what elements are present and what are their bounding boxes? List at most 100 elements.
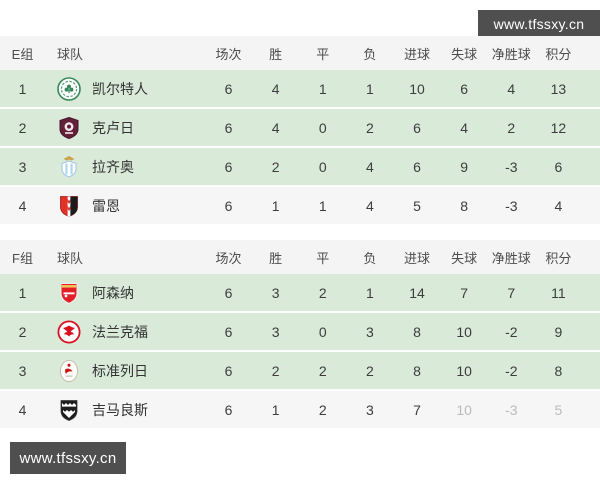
stat-cell: 3 [366,323,374,340]
stat-cell: 7 [413,401,421,418]
stat-cell: 3 [271,284,280,301]
column-header: 积分 [545,46,572,62]
team-cell: 阿森纳 [45,281,205,305]
column-header: 负 [363,46,377,62]
stat-cell: 4 [554,197,563,214]
table-row[interactable]: 1 凯尔特人 6 4 1 1 10 6 4 13 [0,70,600,109]
rank-cell: 4 [18,197,27,214]
stat-cell: 8 [460,197,469,214]
team-name: 凯尔特人 [92,80,148,97]
column-header: 场次 [215,46,242,62]
stat-cell: 2 [271,158,280,175]
column-header: 胜 [269,46,283,62]
arsenal-badge-icon [57,281,81,305]
table-row[interactable]: 2 克卢日 6 4 0 2 6 4 2 12 [0,109,600,148]
stat-cell: 1 [271,401,280,418]
stat-cell: 8 [413,362,421,379]
stat-cell: 7 [507,284,516,301]
stat-cell: 1 [271,197,280,214]
table-row[interactable]: 4 吉马良斯 6 1 2 3 7 10 -3 5 [0,391,600,430]
rank-cell: 4 [18,401,27,418]
stat-cell: 11 [551,284,566,301]
column-header: 胜 [269,250,283,266]
stat-cell: 8 [413,323,421,340]
stat-cell: 5 [413,197,421,214]
stat-cell: 3 [271,323,280,340]
stat-cell: 2 [271,362,280,379]
team-cell: 标准列日 [45,359,205,383]
stat-cell: 13 [550,80,567,97]
team-name: 法兰克福 [92,323,148,340]
lazio-badge-icon [57,155,81,179]
stat-cell: 4 [460,119,469,136]
table-header-row: F组 球队 场次 胜 平 负 进球 失球 净胜球 积分 [0,240,600,274]
guimaraes-badge-icon [57,398,81,422]
stat-cell: 6 [224,362,233,379]
group-label: E组 [11,46,34,62]
rank-cell: 2 [18,323,27,340]
table-body: 1 凯尔特人 6 4 1 1 10 6 4 13 2 克卢日 6 4 0 2 6 4 2 12 3 拉 [0,70,600,226]
stat-cell: 10 [409,80,425,97]
stat-cell: 6 [224,80,233,97]
stat-cell: -3 [505,158,518,175]
rennes-badge-icon [57,194,81,218]
table-header-row: E组 球队 场次 胜 平 负 进球 失球 净胜球 积分 [0,36,600,70]
stat-cell: 5 [554,401,563,418]
team-cell: 克卢日 [45,116,205,140]
stat-cell: 12 [550,119,567,136]
stat-cell: 9 [460,158,469,175]
stat-cell: 0 [318,119,327,136]
table-row[interactable]: 3 拉齐奥 6 2 0 4 6 9 -3 6 [0,148,600,187]
stat-cell: 8 [554,362,563,379]
stat-cell: 6 [224,323,233,340]
table-row[interactable]: 2 法兰克福 6 3 0 3 8 10 -2 9 [0,313,600,352]
watermark-banner-top: www.tfssxy.cn [478,10,600,38]
rank-cell: 2 [18,119,27,136]
column-header-team: 球队 [57,250,84,266]
cluj-badge-icon [57,116,81,140]
stat-cell: 10 [456,323,472,340]
celtic-badge-icon [57,76,81,101]
stat-cell: 6 [460,80,469,97]
column-header-team: 球队 [57,46,84,62]
stat-cell: 0 [318,158,327,175]
stat-cell: -3 [505,197,518,214]
column-header: 失球 [451,250,478,266]
team-name: 吉马良斯 [92,401,148,418]
team-cell: 拉齐奥 [45,155,205,179]
stat-cell: 6 [224,284,233,301]
stat-cell: 4 [366,158,374,175]
table-row[interactable]: 4 雷恩 6 1 1 4 5 8 -3 4 [0,187,600,226]
stat-cell: 6 [413,158,421,175]
stat-cell: 4 [507,80,516,97]
rank-cell: 3 [18,362,27,379]
stat-cell: 2 [318,362,327,379]
team-cell: 法兰克福 [45,319,205,344]
stat-cell: 6 [224,197,233,214]
team-name: 雷恩 [92,197,120,214]
stat-cell: 6 [413,119,421,136]
stat-cell: 1 [318,80,327,97]
column-header: 进球 [404,250,431,266]
table-row[interactable]: 1 阿森纳 6 3 2 1 14 7 7 11 [0,274,600,313]
group-tables: E组 球队 场次胜平负进球 失球 净胜球 积分 1 凯尔特人 6 4 1 1 10 6 4 13 2… [0,36,600,430]
stat-cell: -2 [505,362,518,379]
team-name: 阿森纳 [92,284,134,301]
stat-cell: 1 [366,284,374,301]
column-header: 负 [363,250,377,266]
column-header: 场次 [215,250,242,266]
stat-cell: 10 [456,362,472,379]
stat-cell: 2 [366,362,374,379]
column-header: 失球 [451,46,478,62]
stat-cell: 4 [366,197,374,214]
team-cell: 吉马良斯 [45,398,205,422]
stat-cell: 2 [507,119,516,136]
stat-cell: 4 [271,80,280,97]
team-name: 拉齐奥 [92,158,134,175]
stat-cell: 9 [554,323,563,340]
stat-cell: -3 [505,401,518,418]
table-row[interactable]: 3 标准列日 6 2 2 2 8 10 -2 8 [0,352,600,391]
column-header: 进球 [404,46,431,62]
group-table: F组 球队 场次胜平负进球 失球 净胜球 积分 1 阿森纳 6 3 2 1 14 7 7 11 2 … [0,240,600,430]
